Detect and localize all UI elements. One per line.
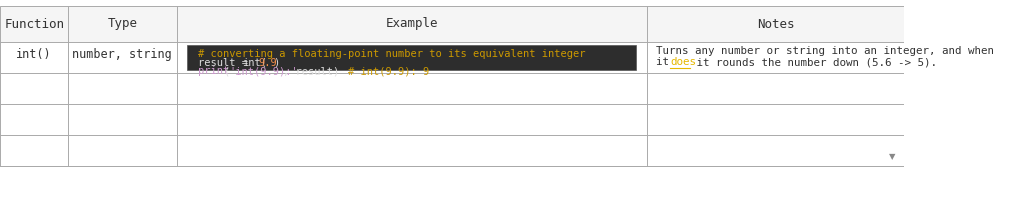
Text: ▼: ▼ (889, 152, 896, 161)
Bar (0, 6, 904, 42)
Text: Turns any number or string into an integer, and when: Turns any number or string into an integ… (655, 46, 993, 56)
Bar (187, 45, 636, 70)
Text: Notes: Notes (757, 18, 795, 30)
Text: int(): int() (16, 48, 52, 61)
Text: Example: Example (385, 18, 438, 30)
Text: int(: int( (243, 58, 267, 68)
Text: result =: result = (199, 58, 255, 68)
Text: , result): , result) (284, 66, 339, 76)
Text: Function: Function (4, 18, 65, 30)
Text: Type: Type (108, 18, 137, 30)
Text: it rounds the number down (5.6 -> 5).: it rounds the number down (5.6 -> 5). (690, 57, 937, 67)
Text: does: does (670, 57, 696, 67)
Text: number, string: number, string (73, 48, 172, 61)
Text: ): ) (273, 58, 280, 68)
Text: # converting a floating-point number to its equivalent integer: # converting a floating-point number to … (199, 49, 586, 59)
Text: print: print (199, 66, 229, 76)
Text: (: ( (223, 66, 229, 76)
Text: 9.9: 9.9 (259, 58, 278, 68)
Text: 'int(9.9):': 'int(9.9):' (229, 66, 298, 76)
Text: it: it (655, 57, 675, 67)
Text: # int(9.9): 9: # int(9.9): 9 (323, 66, 429, 76)
Bar (0, 6, 904, 166)
